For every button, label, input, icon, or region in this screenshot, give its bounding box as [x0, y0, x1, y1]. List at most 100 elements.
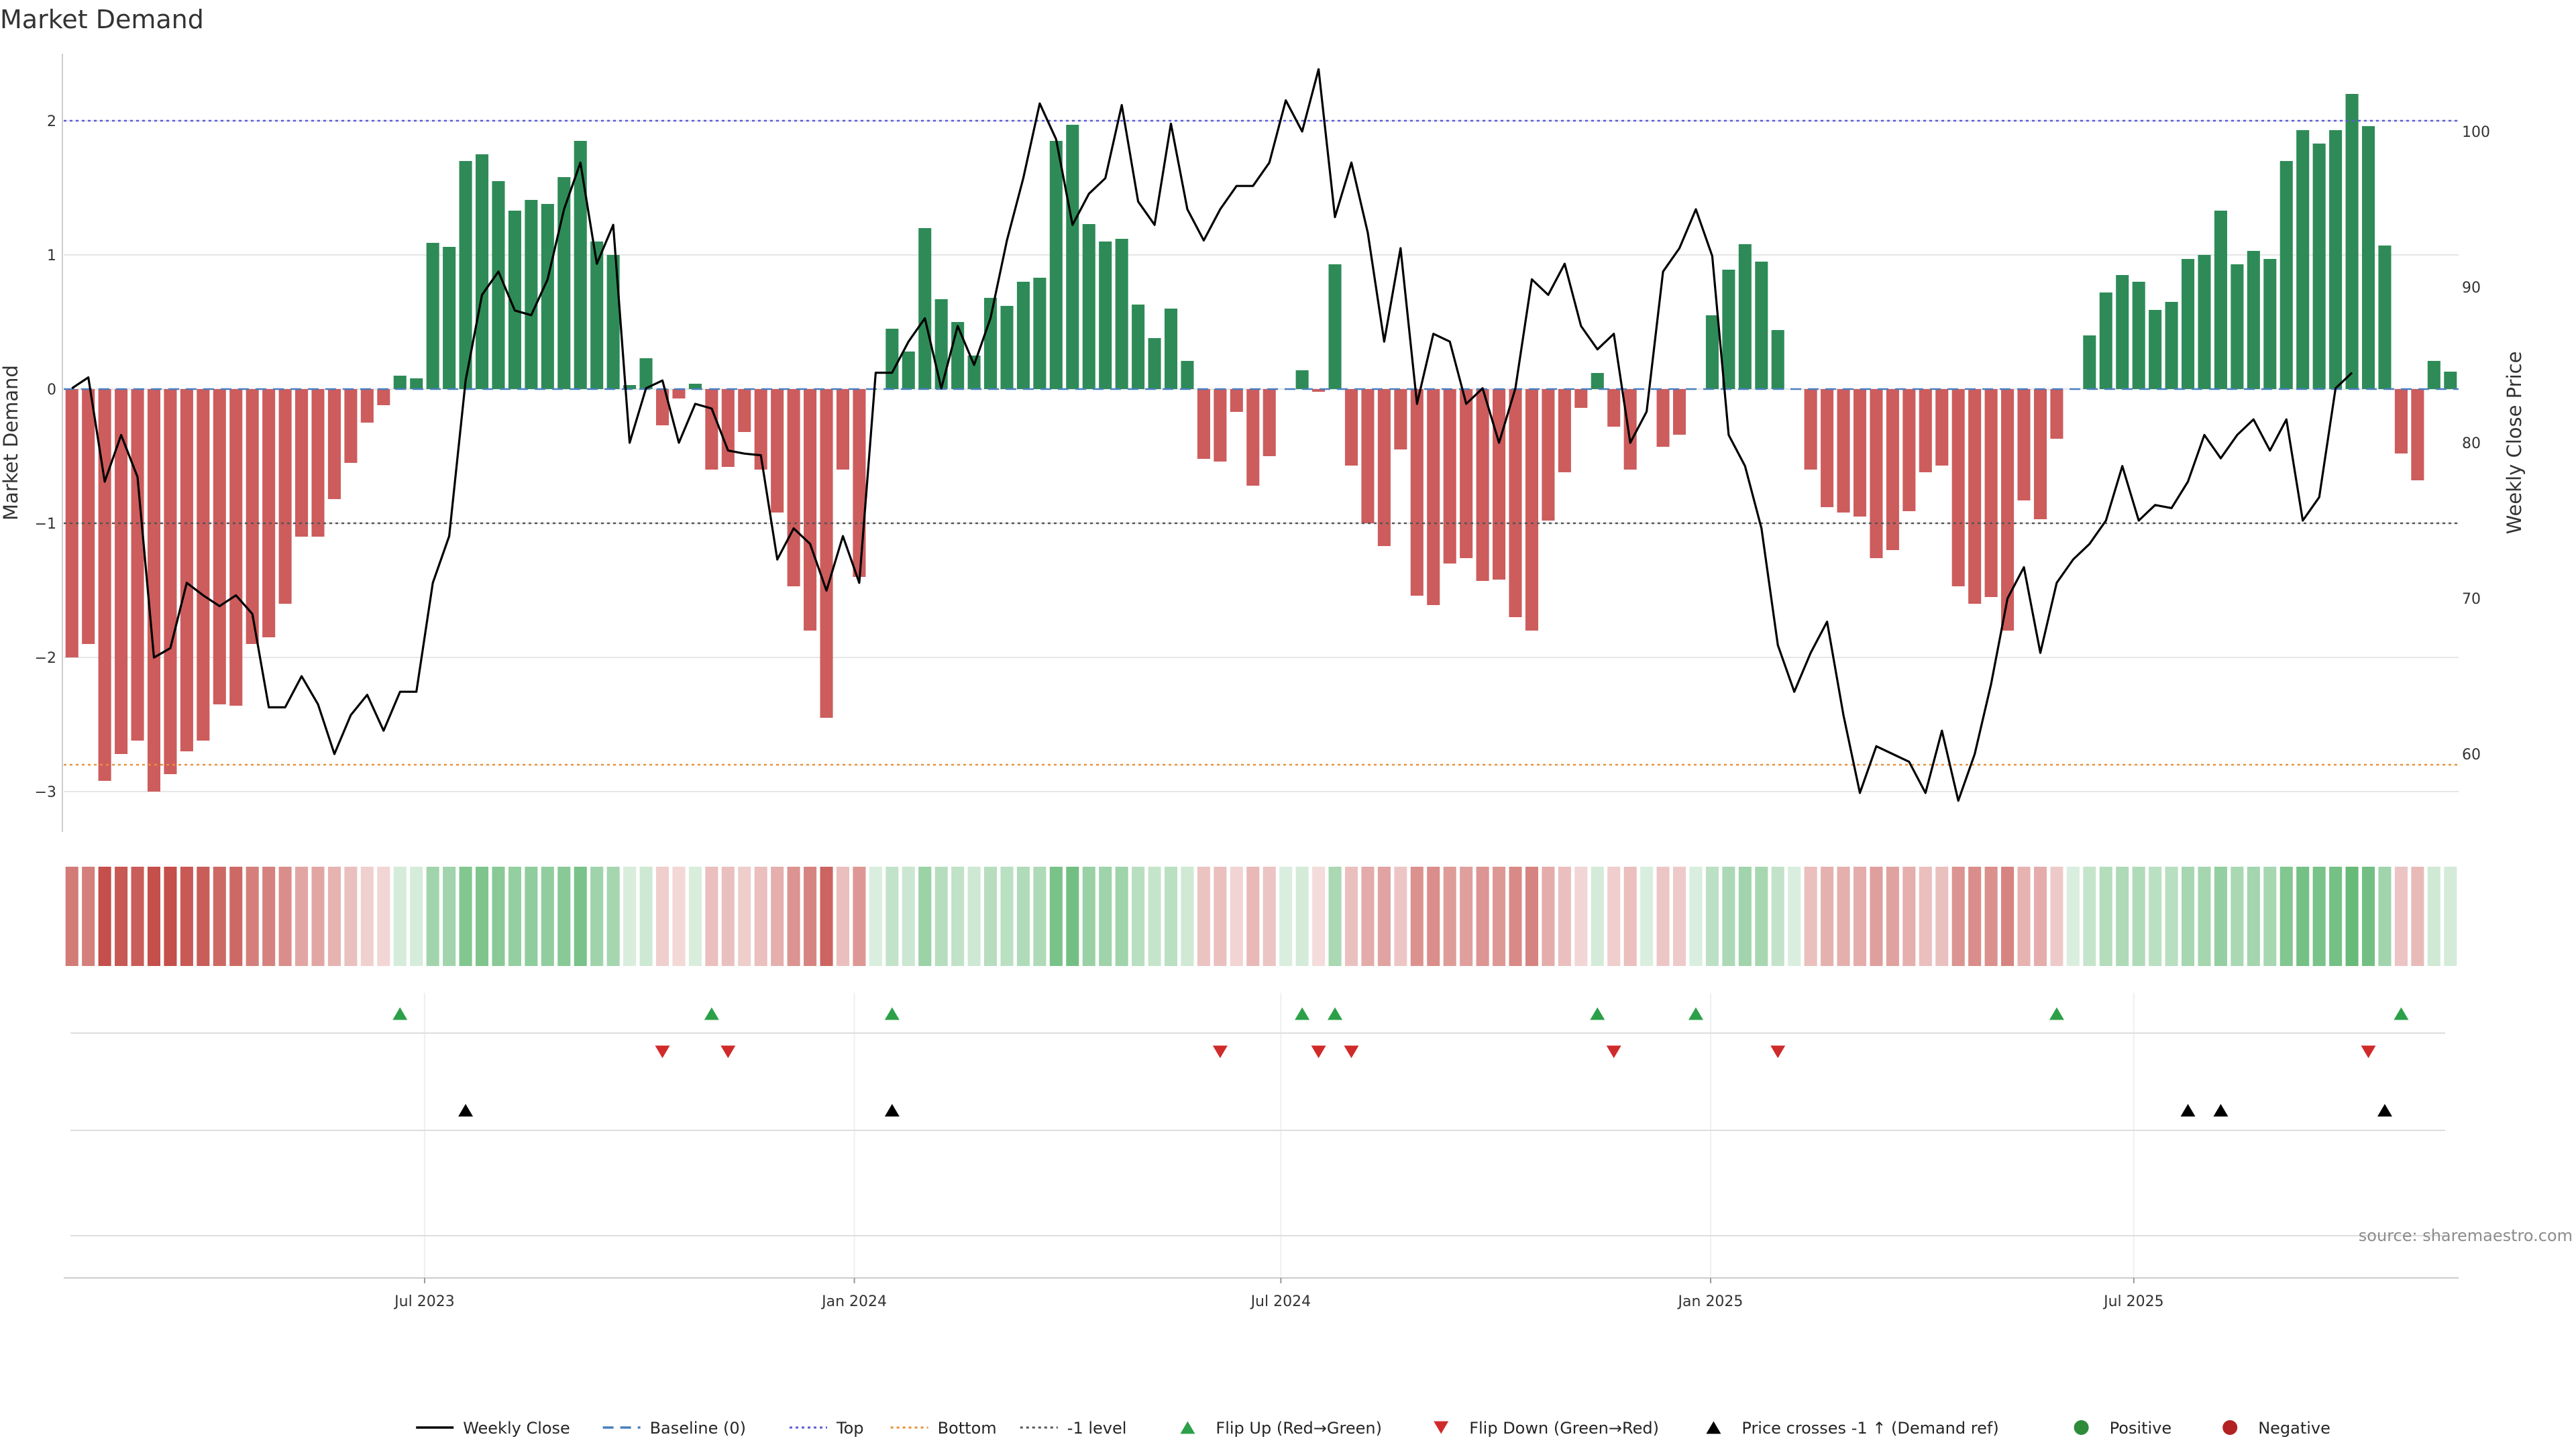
heat-cell: [1148, 867, 1161, 966]
demand-bar: [2263, 259, 2277, 389]
heat-cell: [492, 867, 505, 966]
flip-up-marker: [2394, 1007, 2409, 1020]
demand-bar: [1656, 389, 1670, 447]
x-axis: Jul 2023 Jan 2024 Jul 2024 Jan 2025 Jul 2025: [64, 1277, 2459, 1310]
heat-cell: [311, 867, 325, 966]
demand-bar: [1197, 389, 1210, 459]
heat-cell: [508, 867, 521, 966]
heat-cell: [2345, 867, 2359, 966]
demand-bar: [590, 241, 604, 389]
demand-bar: [885, 329, 899, 389]
demand-bar: [1214, 389, 1227, 462]
heat-cell: [1443, 867, 1456, 966]
heat-cell: [2329, 867, 2343, 966]
legend-label: Baseline (0): [650, 1419, 746, 1438]
demand-bar: [1016, 282, 1030, 389]
heat-cell: [590, 867, 604, 966]
demand-bar: [2149, 310, 2162, 389]
demand-bar: [443, 247, 456, 389]
demand-bar: [1493, 389, 1506, 580]
heat-cell: [1033, 867, 1046, 966]
demand-bar: [1623, 389, 1637, 470]
heat-cell: [1115, 867, 1128, 966]
heat-cell: [1672, 867, 1686, 966]
heat-cell: [967, 867, 981, 966]
demand-bar: [98, 389, 111, 781]
heat-cell: [1935, 867, 1949, 966]
demand-bar: [1509, 389, 1522, 617]
demand-bar: [525, 200, 538, 389]
demand-bar: [2132, 282, 2145, 389]
demand-bar: [639, 358, 653, 389]
demand-bar: [2345, 94, 2359, 389]
legend-item: Negative: [2222, 1419, 2330, 1438]
heat-cell: [1493, 867, 1506, 966]
demand-bar: [2279, 161, 2293, 389]
chart-title: Market Demand: [0, 5, 204, 34]
demand-bar: [1968, 389, 1982, 604]
demand-heat-strip: [65, 867, 2457, 966]
heat-cell: [1000, 867, 1014, 966]
demand-bar: [1951, 389, 1965, 586]
demand-bar: [393, 376, 407, 389]
demand-bar: [1361, 389, 1375, 523]
heat-cell: [541, 867, 554, 966]
demand-bar: [820, 389, 833, 718]
demand-bar: [2411, 389, 2424, 480]
heat-cell: [1689, 867, 1703, 966]
heat-cell: [475, 867, 489, 966]
demand-bar: [1738, 244, 1752, 389]
heat-cell: [869, 867, 882, 966]
demand-bar: [2182, 259, 2195, 389]
x-tick-label: Jan 2024: [820, 1293, 887, 1310]
demand-bar: [1591, 373, 1604, 389]
heat-cell: [1016, 867, 1030, 966]
demand-bar: [475, 154, 489, 389]
legend-label: Negative: [2258, 1419, 2330, 1438]
heat-cell: [213, 867, 226, 966]
heat-cell: [787, 867, 800, 966]
legend-label: Positive: [2110, 1419, 2172, 1438]
heat-cell: [1870, 867, 1883, 966]
signal-markers: [70, 1007, 2445, 1236]
demand-bar: [2444, 372, 2457, 389]
heat-cell: [2312, 867, 2326, 966]
heat-cell: [1788, 867, 1801, 966]
heat-cell: [278, 867, 292, 966]
demand-bar: [1410, 389, 1424, 596]
heat-cell: [606, 867, 620, 966]
flip-down-marker: [1606, 1045, 1621, 1059]
heat-cell: [738, 867, 751, 966]
demand-bar: [721, 389, 735, 467]
heat-cell: [295, 867, 309, 966]
demand-bar: [311, 389, 325, 537]
heat-cell: [2279, 867, 2293, 966]
demand-bar: [574, 141, 587, 389]
demand-bar: [2198, 255, 2211, 389]
heat-cell: [1755, 867, 1768, 966]
price-cross-marker: [884, 1104, 900, 1117]
heat-cell: [2165, 867, 2178, 966]
heat-cell: [2116, 867, 2129, 966]
right-tick-label: 90: [2462, 280, 2481, 297]
heat-cell: [2214, 867, 2227, 966]
demand-bar: [278, 389, 292, 604]
x-tick-label: Jan 2025: [1677, 1293, 1743, 1310]
legend-label: Top: [836, 1419, 864, 1438]
heat-cell: [344, 867, 358, 966]
demand-bar: [213, 389, 226, 704]
heat-cell: [2263, 867, 2277, 966]
heat-cell: [1919, 867, 1932, 966]
heat-cell: [1722, 867, 1735, 966]
heat-cell: [721, 867, 735, 966]
heat-cell: [164, 867, 177, 966]
heat-cell: [197, 867, 210, 966]
demand-bar: [508, 211, 521, 389]
demand-bar: [1377, 389, 1391, 546]
heat-cell: [2378, 867, 2392, 966]
demand-bar: [951, 322, 965, 389]
source-note: source: sharemaestro.com: [2359, 1226, 2573, 1245]
heat-cell: [804, 867, 817, 966]
legend-item: Bottom: [890, 1419, 997, 1438]
demand-bar: [360, 389, 374, 423]
